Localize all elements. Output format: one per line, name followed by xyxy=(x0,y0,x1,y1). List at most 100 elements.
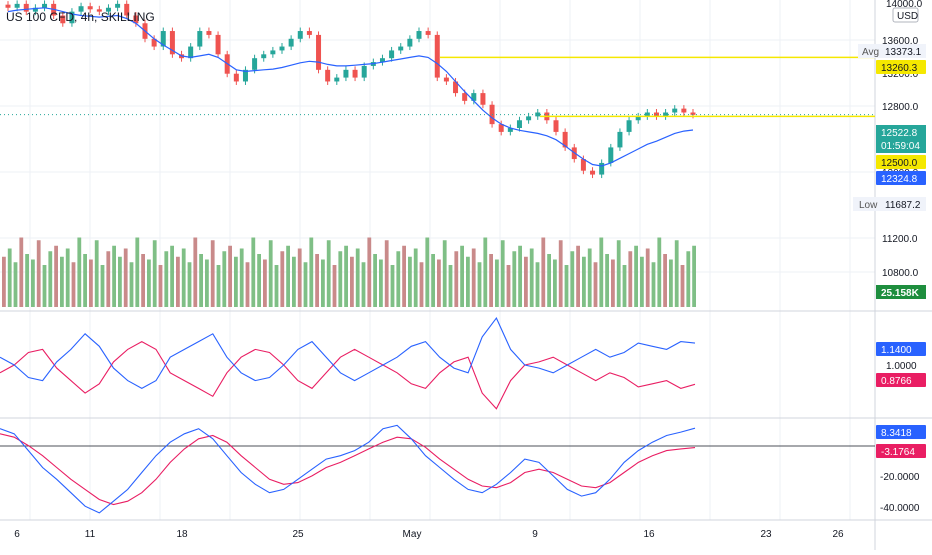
volume-bar xyxy=(437,259,441,307)
ma-value-label: 12324.8 xyxy=(881,174,918,185)
candle-body xyxy=(398,46,404,51)
ind2-blue-label-bg xyxy=(876,342,926,356)
ma-value-label-bg xyxy=(876,171,926,185)
last-price-label: 12522.8 xyxy=(881,128,918,139)
volume-label: 25.158K xyxy=(881,288,920,299)
candle-body xyxy=(105,7,111,12)
low-label: Low xyxy=(859,200,878,211)
volume-bar xyxy=(36,240,41,307)
time-tick: 6 xyxy=(14,529,20,540)
price-levels xyxy=(0,56,875,118)
volume-bar xyxy=(222,251,227,307)
low-bg xyxy=(853,197,926,211)
candle-body xyxy=(672,108,678,113)
candle-body xyxy=(608,147,614,163)
volume-bar xyxy=(512,251,517,307)
indicator2-red-line xyxy=(0,340,696,410)
time-tick: 26 xyxy=(832,529,844,540)
candle-body xyxy=(60,15,66,24)
volume-bg xyxy=(876,285,926,299)
candle-body xyxy=(206,31,212,35)
volume-bar xyxy=(622,265,627,307)
ind3-blue-label: 8.3418 xyxy=(881,428,912,439)
volume-bar xyxy=(60,256,64,307)
volume-bar xyxy=(448,265,453,307)
candle-body xyxy=(169,31,175,55)
level-13260-label-bg xyxy=(876,60,926,74)
volume-bar xyxy=(89,259,93,307)
volume-bar xyxy=(390,265,395,307)
candle-body xyxy=(635,116,641,121)
volume-bar xyxy=(263,259,267,307)
volume-bar xyxy=(106,251,111,307)
candle-body xyxy=(516,120,522,129)
candle-body xyxy=(297,31,303,39)
volume-bar xyxy=(616,240,621,307)
volume-bar xyxy=(442,240,447,307)
volume-bar xyxy=(402,245,406,307)
volume-bar xyxy=(379,259,383,307)
candle-body xyxy=(425,31,431,35)
candle-body xyxy=(288,38,294,47)
volume-bar xyxy=(19,237,24,307)
volume-bar xyxy=(663,254,667,307)
volume-bar xyxy=(495,259,499,307)
volume-bar xyxy=(2,256,6,307)
candle-body xyxy=(14,3,20,8)
time-tick: 16 xyxy=(643,529,655,540)
candle-body xyxy=(644,112,650,117)
candle-body xyxy=(443,77,449,82)
candle-body xyxy=(453,81,459,94)
candle-body xyxy=(270,50,276,55)
candle-body xyxy=(261,54,267,59)
candle-body xyxy=(78,6,84,12)
candle-body xyxy=(471,93,477,101)
volume-bar xyxy=(152,240,157,307)
volume-bar xyxy=(292,256,296,307)
candle-body xyxy=(681,108,687,113)
volume-bar xyxy=(42,265,47,307)
time-tick: 11 xyxy=(85,529,96,540)
ind3-tick2: -40.0000 xyxy=(880,503,920,514)
volume-bar xyxy=(164,251,169,307)
candle-body xyxy=(498,124,504,132)
volume-bar xyxy=(657,237,662,307)
candle-body xyxy=(690,112,696,115)
volume-bar xyxy=(529,248,534,307)
volume-bar xyxy=(367,237,372,307)
volume-bar xyxy=(7,248,12,307)
volume-bar xyxy=(454,251,459,307)
volume-bars xyxy=(2,237,696,307)
candle-body xyxy=(306,31,312,35)
candle-body xyxy=(599,162,605,175)
time-tick: 18 xyxy=(176,529,188,540)
volume-bar xyxy=(570,251,575,307)
volume-bar xyxy=(321,259,325,307)
volume-bar xyxy=(686,251,691,307)
time-tick: 23 xyxy=(760,529,772,540)
candle-body xyxy=(215,34,221,55)
volume-bar xyxy=(692,245,696,307)
volume-bar xyxy=(350,256,354,307)
volume-bar xyxy=(94,240,99,307)
volume-bar xyxy=(147,259,151,307)
indicator2-blue-line xyxy=(0,317,696,390)
volume-bar xyxy=(216,265,221,307)
candle-body xyxy=(379,58,385,63)
volume-bar xyxy=(587,248,592,307)
time-tick: 25 xyxy=(292,529,304,540)
volume-bar xyxy=(547,254,551,307)
candle-body xyxy=(480,93,486,105)
level-12500-label: 12500.0 xyxy=(881,158,918,169)
volume-bar xyxy=(489,254,493,307)
candle-body xyxy=(160,31,166,47)
volume-bar xyxy=(460,245,464,307)
volume-bar xyxy=(535,262,540,307)
candle-body xyxy=(352,69,358,78)
countdown-label: 01:59:04 xyxy=(881,141,920,152)
candle-body xyxy=(526,116,532,121)
volume-bar xyxy=(628,251,633,307)
volume-bar xyxy=(228,245,232,307)
